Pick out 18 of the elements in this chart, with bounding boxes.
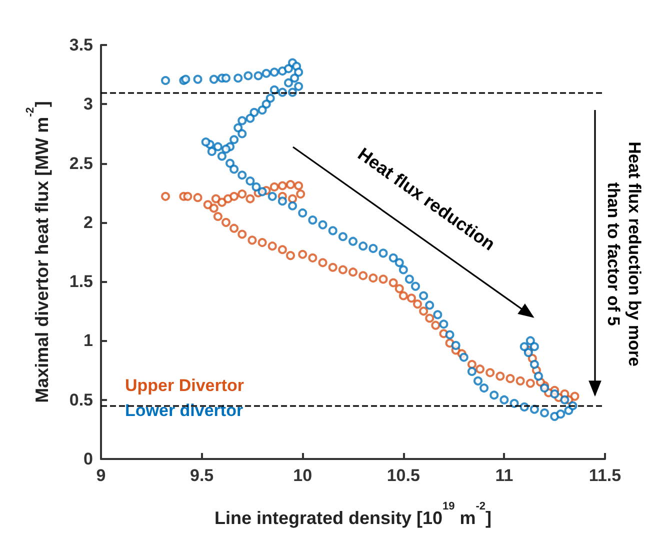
- y-tick-label: 0.5: [69, 390, 93, 410]
- y-tick-label: 0: [84, 450, 93, 468]
- y-axis-title: Maximal divertor heat flux [MW m-2]: [24, 101, 52, 403]
- annotation: Heat flux reduction by more than to factor of 5: [604, 142, 644, 366]
- y-tick-label: 2.5: [69, 154, 93, 173]
- y-tick-label: 1: [84, 331, 93, 350]
- y-tick-label: 3.5: [69, 36, 93, 54]
- x-tick-label: 9: [96, 466, 106, 485]
- y-tick-label: 3: [84, 94, 93, 114]
- y-tick-label: 2: [84, 212, 93, 232]
- x-tick-label: 9.5: [190, 466, 214, 485]
- text: Lower divertor: [125, 401, 244, 420]
- x-tick-label: 11: [495, 466, 514, 485]
- x-tick-label: 10: [293, 466, 312, 485]
- text: Upper Divertor: [125, 376, 244, 395]
- y-tick-label: 1.5: [69, 272, 93, 292]
- x-tick-label: 11.5: [588, 466, 622, 485]
- x-tick-label: 10.5: [386, 466, 420, 485]
